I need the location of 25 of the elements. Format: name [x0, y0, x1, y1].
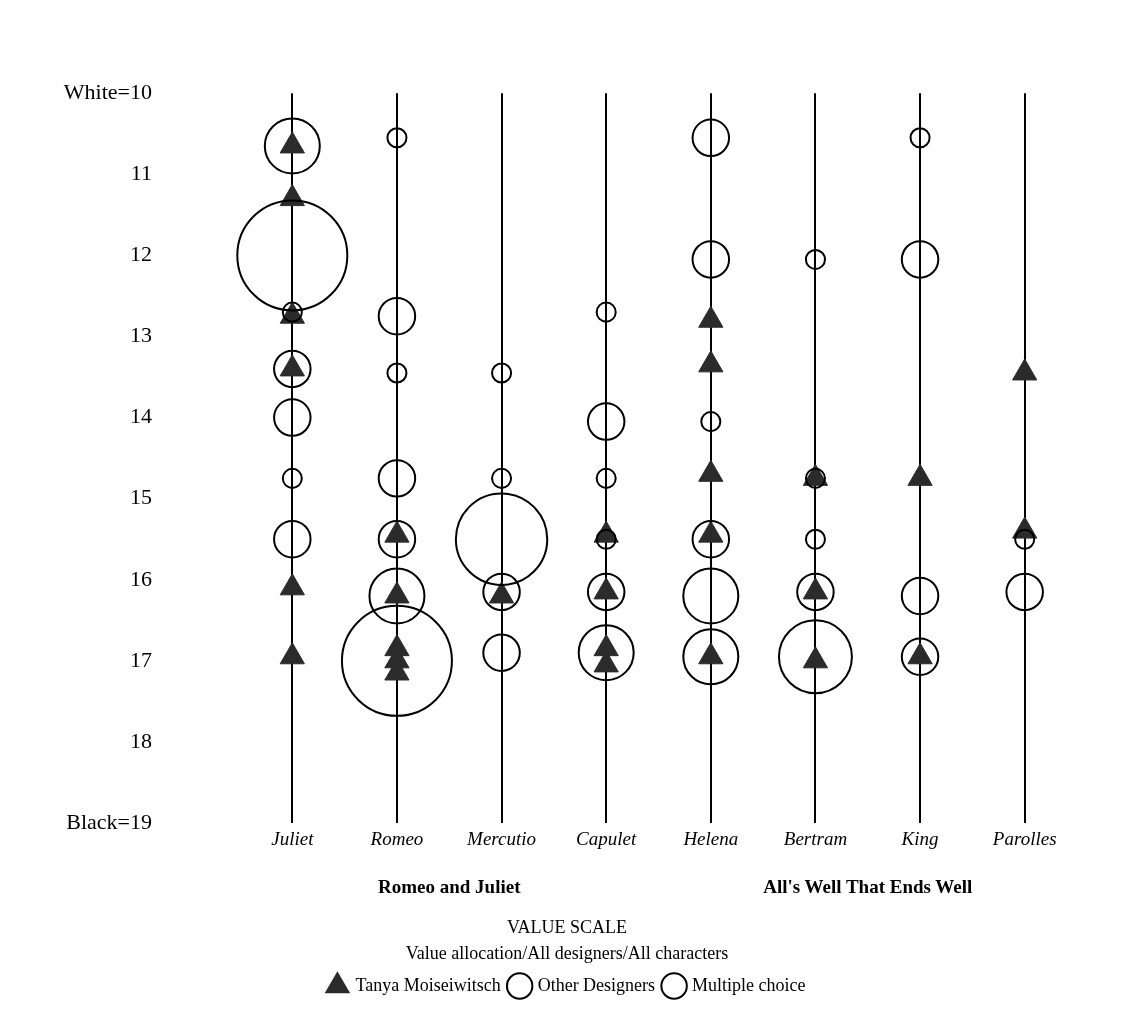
legend-label: Multiple choice [692, 974, 806, 995]
x-tick-label: Bertram [783, 828, 848, 850]
x-tick-label: Romeo [369, 828, 424, 850]
x-tick-label: Parolles [991, 828, 1057, 850]
text: Romeo and Juliet [378, 875, 522, 897]
legend-label: Tanya Moiseiwitsch [355, 974, 501, 995]
y-tick-label: 11 [130, 160, 152, 186]
x-tick-label: Juliet [271, 828, 315, 850]
y-tick-label: Black=19 [66, 808, 152, 834]
y-tick-label: 13 [130, 322, 152, 348]
x-tick-label: Helena [682, 828, 739, 850]
y-tick-label: 17 [130, 646, 152, 672]
legend-title: Value allocation/All designers/All characters [405, 943, 729, 964]
x-tick-label: Capulet [576, 828, 637, 850]
y-tick-label: 18 [130, 727, 152, 753]
text: VALUE SCALE [506, 917, 628, 938]
legend-label: Other Designers [537, 974, 656, 995]
text: All's Well That Ends Well [763, 875, 973, 897]
y-tick-label: 14 [130, 403, 152, 429]
x-tick-label: King [900, 828, 939, 850]
y-tick-label: 12 [130, 241, 152, 267]
x-tick-label: Mercutio [466, 828, 537, 850]
y-tick-label: White=10 [63, 78, 152, 104]
y-tick-label: 15 [130, 484, 152, 510]
y-tick-label: 16 [130, 565, 152, 591]
